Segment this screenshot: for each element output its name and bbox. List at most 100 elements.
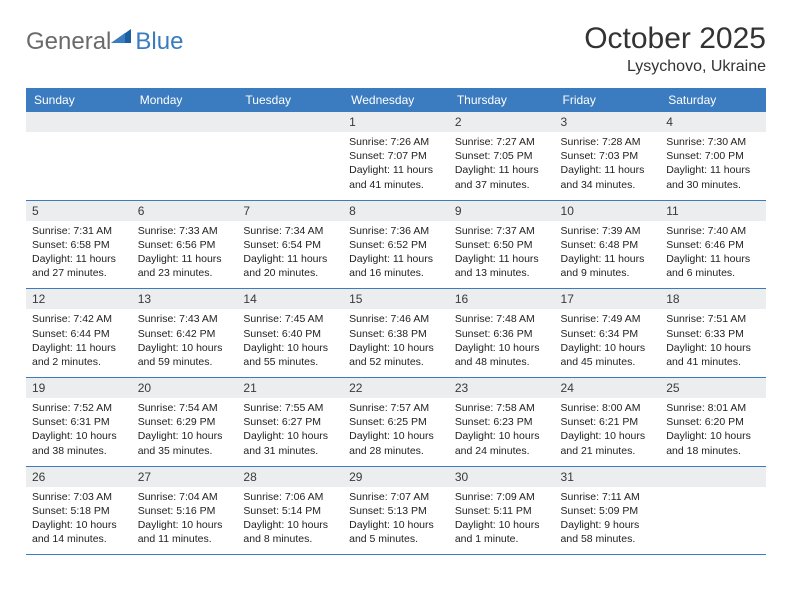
day-header-row: Sunday Monday Tuesday Wednesday Thursday… bbox=[26, 88, 766, 112]
day-number: 25 bbox=[660, 378, 766, 398]
day-number: 1 bbox=[343, 112, 449, 132]
day-details-empty bbox=[237, 132, 343, 192]
calendar-day-cell: 12Sunrise: 7:42 AMSunset: 6:44 PMDayligh… bbox=[26, 289, 132, 378]
day-number: 7 bbox=[237, 201, 343, 221]
day-header-fri: Friday bbox=[555, 88, 661, 112]
calendar-day-cell: 6Sunrise: 7:33 AMSunset: 6:56 PMDaylight… bbox=[132, 200, 238, 289]
day-number: 6 bbox=[132, 201, 238, 221]
day-details: Sunrise: 7:07 AMSunset: 5:13 PMDaylight:… bbox=[343, 487, 449, 555]
calendar-day-cell: 24Sunrise: 8:00 AMSunset: 6:21 PMDayligh… bbox=[555, 378, 661, 467]
day-detail-line: Sunrise: 7:09 AM bbox=[455, 490, 549, 504]
calendar-day-cell: 10Sunrise: 7:39 AMSunset: 6:48 PMDayligh… bbox=[555, 200, 661, 289]
day-detail-line: Sunrise: 7:51 AM bbox=[666, 312, 760, 326]
day-detail-line: Sunrise: 7:28 AM bbox=[561, 135, 655, 149]
day-detail-line: Daylight: 11 hours and 23 minutes. bbox=[138, 252, 232, 280]
day-detail-line: Daylight: 10 hours and 48 minutes. bbox=[455, 341, 549, 369]
day-detail-line: Sunset: 6:25 PM bbox=[349, 415, 443, 429]
day-number: 18 bbox=[660, 289, 766, 309]
day-details: Sunrise: 7:46 AMSunset: 6:38 PMDaylight:… bbox=[343, 309, 449, 377]
day-detail-line: Sunrise: 7:48 AM bbox=[455, 312, 549, 326]
day-detail-line: Daylight: 10 hours and 1 minute. bbox=[455, 518, 549, 546]
calendar-body: 1Sunrise: 7:26 AMSunset: 7:07 PMDaylight… bbox=[26, 112, 766, 555]
day-details: Sunrise: 7:43 AMSunset: 6:42 PMDaylight:… bbox=[132, 309, 238, 377]
day-details: Sunrise: 7:42 AMSunset: 6:44 PMDaylight:… bbox=[26, 309, 132, 377]
day-details: Sunrise: 7:39 AMSunset: 6:48 PMDaylight:… bbox=[555, 221, 661, 289]
day-detail-line: Daylight: 11 hours and 9 minutes. bbox=[561, 252, 655, 280]
day-number: 28 bbox=[237, 467, 343, 487]
day-number: 30 bbox=[449, 467, 555, 487]
calendar-week-row: 1Sunrise: 7:26 AMSunset: 7:07 PMDaylight… bbox=[26, 112, 766, 200]
day-detail-line: Sunset: 5:16 PM bbox=[138, 504, 232, 518]
day-detail-line: Daylight: 11 hours and 37 minutes. bbox=[455, 163, 549, 191]
calendar-day-cell: 18Sunrise: 7:51 AMSunset: 6:33 PMDayligh… bbox=[660, 289, 766, 378]
day-header-thu: Thursday bbox=[449, 88, 555, 112]
calendar-day-cell: 11Sunrise: 7:40 AMSunset: 6:46 PMDayligh… bbox=[660, 200, 766, 289]
calendar-day-cell: 15Sunrise: 7:46 AMSunset: 6:38 PMDayligh… bbox=[343, 289, 449, 378]
brand-text: General bbox=[26, 28, 111, 56]
day-detail-line: Daylight: 10 hours and 45 minutes. bbox=[561, 341, 655, 369]
day-details: Sunrise: 7:57 AMSunset: 6:25 PMDaylight:… bbox=[343, 398, 449, 466]
month-title: October 2025 bbox=[584, 22, 766, 56]
day-details: Sunrise: 7:49 AMSunset: 6:34 PMDaylight:… bbox=[555, 309, 661, 377]
day-number: 19 bbox=[26, 378, 132, 398]
calendar-day-cell: 14Sunrise: 7:45 AMSunset: 6:40 PMDayligh… bbox=[237, 289, 343, 378]
day-details: Sunrise: 7:37 AMSunset: 6:50 PMDaylight:… bbox=[449, 221, 555, 289]
day-number: 14 bbox=[237, 289, 343, 309]
calendar-week-row: 12Sunrise: 7:42 AMSunset: 6:44 PMDayligh… bbox=[26, 289, 766, 378]
day-detail-line: Daylight: 11 hours and 30 minutes. bbox=[666, 163, 760, 191]
day-detail-line: Daylight: 10 hours and 24 minutes. bbox=[455, 429, 549, 457]
day-header-mon: Monday bbox=[132, 88, 238, 112]
day-detail-line: Sunrise: 7:26 AM bbox=[349, 135, 443, 149]
day-detail-line: Daylight: 11 hours and 13 minutes. bbox=[455, 252, 549, 280]
day-detail-line: Daylight: 11 hours and 41 minutes. bbox=[349, 163, 443, 191]
day-details: Sunrise: 7:40 AMSunset: 6:46 PMDaylight:… bbox=[660, 221, 766, 289]
calendar-day-cell: 2Sunrise: 7:27 AMSunset: 7:05 PMDaylight… bbox=[449, 112, 555, 200]
day-number: 13 bbox=[132, 289, 238, 309]
calendar-day-cell: 7Sunrise: 7:34 AMSunset: 6:54 PMDaylight… bbox=[237, 200, 343, 289]
day-number-empty bbox=[237, 112, 343, 132]
day-detail-line: Sunset: 6:20 PM bbox=[666, 415, 760, 429]
day-detail-line: Sunrise: 7:37 AM bbox=[455, 224, 549, 238]
day-details: Sunrise: 7:34 AMSunset: 6:54 PMDaylight:… bbox=[237, 221, 343, 289]
day-detail-line: Sunset: 5:13 PM bbox=[349, 504, 443, 518]
day-details-empty bbox=[26, 132, 132, 192]
brand-logo: General Blue bbox=[26, 22, 183, 56]
day-detail-line: Daylight: 10 hours and 41 minutes. bbox=[666, 341, 760, 369]
day-details: Sunrise: 7:28 AMSunset: 7:03 PMDaylight:… bbox=[555, 132, 661, 200]
day-detail-line: Sunrise: 7:39 AM bbox=[561, 224, 655, 238]
day-detail-line: Sunrise: 7:43 AM bbox=[138, 312, 232, 326]
day-details-empty bbox=[660, 487, 766, 547]
day-detail-line: Sunrise: 7:58 AM bbox=[455, 401, 549, 415]
day-header-sun: Sunday bbox=[26, 88, 132, 112]
day-detail-line: Sunrise: 7:54 AM bbox=[138, 401, 232, 415]
day-detail-line: Sunrise: 7:33 AM bbox=[138, 224, 232, 238]
day-detail-line: Daylight: 10 hours and 31 minutes. bbox=[243, 429, 337, 457]
calendar-day-cell bbox=[26, 112, 132, 200]
calendar-day-cell: 26Sunrise: 7:03 AMSunset: 5:18 PMDayligh… bbox=[26, 466, 132, 555]
day-number: 27 bbox=[132, 467, 238, 487]
day-detail-line: Sunset: 6:52 PM bbox=[349, 238, 443, 252]
brand-text-blue: Blue bbox=[135, 28, 183, 56]
brand-part1: General bbox=[26, 28, 111, 55]
calendar-day-cell: 4Sunrise: 7:30 AMSunset: 7:00 PMDaylight… bbox=[660, 112, 766, 200]
day-detail-line: Sunrise: 7:03 AM bbox=[32, 490, 126, 504]
day-detail-line: Sunrise: 7:52 AM bbox=[32, 401, 126, 415]
day-number: 31 bbox=[555, 467, 661, 487]
calendar-day-cell: 22Sunrise: 7:57 AMSunset: 6:25 PMDayligh… bbox=[343, 378, 449, 467]
calendar-day-cell: 31Sunrise: 7:11 AMSunset: 5:09 PMDayligh… bbox=[555, 466, 661, 555]
calendar-day-cell: 8Sunrise: 7:36 AMSunset: 6:52 PMDaylight… bbox=[343, 200, 449, 289]
day-detail-line: Sunrise: 7:27 AM bbox=[455, 135, 549, 149]
day-details: Sunrise: 7:27 AMSunset: 7:05 PMDaylight:… bbox=[449, 132, 555, 200]
day-number: 16 bbox=[449, 289, 555, 309]
day-details: Sunrise: 7:55 AMSunset: 6:27 PMDaylight:… bbox=[237, 398, 343, 466]
title-block: October 2025 Lysychovo, Ukraine bbox=[584, 22, 766, 76]
calendar-day-cell: 23Sunrise: 7:58 AMSunset: 6:23 PMDayligh… bbox=[449, 378, 555, 467]
day-detail-line: Sunrise: 7:07 AM bbox=[349, 490, 443, 504]
day-detail-line: Daylight: 10 hours and 59 minutes. bbox=[138, 341, 232, 369]
day-details: Sunrise: 7:33 AMSunset: 6:56 PMDaylight:… bbox=[132, 221, 238, 289]
day-detail-line: Daylight: 10 hours and 55 minutes. bbox=[243, 341, 337, 369]
day-detail-line: Sunset: 6:56 PM bbox=[138, 238, 232, 252]
day-details: Sunrise: 7:11 AMSunset: 5:09 PMDaylight:… bbox=[555, 487, 661, 555]
day-detail-line: Sunrise: 7:45 AM bbox=[243, 312, 337, 326]
day-number: 17 bbox=[555, 289, 661, 309]
